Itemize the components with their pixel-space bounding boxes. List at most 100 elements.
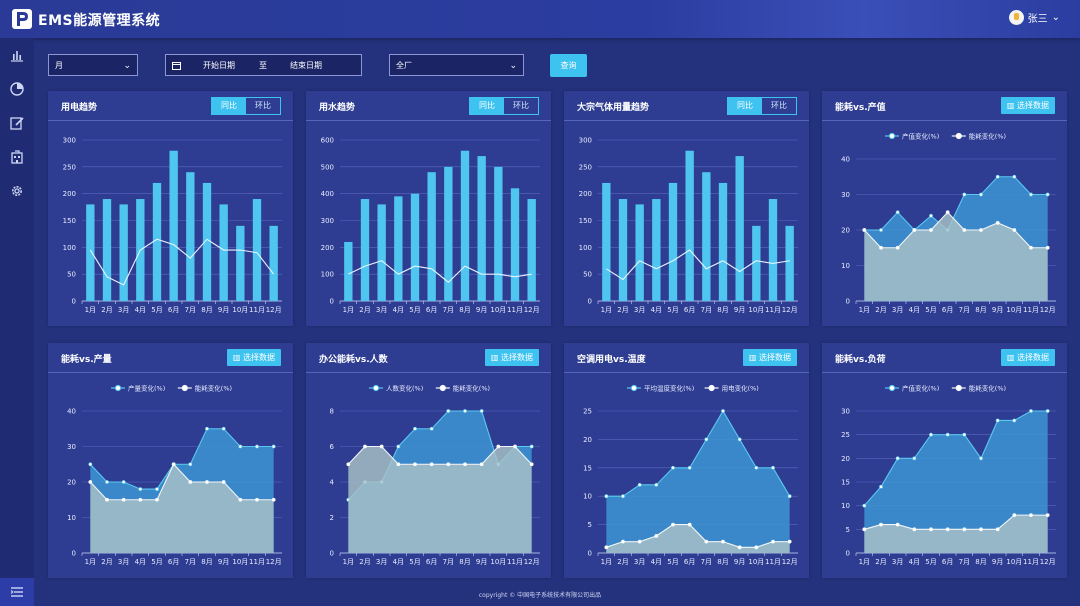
x-tick-label: 9月 (734, 558, 745, 566)
menu-collapse-icon (10, 587, 23, 597)
start-date-input[interactable]: 开始日期 (203, 61, 235, 70)
mom-tab[interactable]: 环比 (771, 101, 787, 110)
select-data-button[interactable]: ▥ 选择数据 (1000, 97, 1055, 114)
select-data-button[interactable]: ▥ 选择数据 (226, 349, 281, 366)
x-tick-label: 9月 (476, 306, 487, 314)
series-line (606, 409, 791, 497)
x-tick-label: 6月 (168, 558, 179, 566)
y-tick-label: 50 (67, 271, 76, 279)
data-point (346, 462, 351, 467)
data-point (363, 444, 367, 449)
bar (444, 166, 453, 301)
y-tick-label: 5 (588, 521, 592, 529)
chart-panel-office-headcount: 办公能耗vs.人数 ▥ 选择数据 0 2 4 6 8 人数变化(%) 能耗变化(%) 1月 2月… (306, 343, 551, 578)
data-point (1029, 245, 1033, 250)
bar (102, 199, 112, 301)
x-tick-label: 8月 (459, 558, 470, 566)
y-tick-label: 0 (72, 298, 76, 306)
x-tick-label: 7月 (959, 558, 970, 566)
x-tick-label: 2月 (101, 558, 112, 566)
data-point (88, 462, 93, 467)
app-title: EMS能源管理系统 (38, 13, 161, 29)
sidebar-collapse-button[interactable] (0, 578, 34, 606)
x-tick-label: 9月 (734, 306, 745, 314)
y-tick-label: 20 (67, 479, 76, 487)
x-tick-label: 6月 (426, 306, 437, 314)
y-tick-label: 200 (579, 190, 592, 198)
data-point (1045, 409, 1050, 413)
series-line (863, 410, 1048, 507)
x-tick-label: 12月 (266, 558, 282, 566)
x-tick-label: 1月 (601, 558, 612, 566)
x-tick-label: 5月 (151, 558, 162, 566)
compare-toggle: 同比 环比 (469, 97, 539, 115)
data-point (704, 437, 709, 442)
data-point (637, 539, 642, 544)
bar (252, 199, 262, 301)
series-area (864, 411, 1048, 553)
building-icon[interactable] (9, 149, 25, 165)
bar (652, 199, 661, 301)
yoy-tab[interactable]: 同比 (212, 98, 246, 114)
x-tick-label: 5月 (409, 306, 420, 314)
data-point (1012, 513, 1017, 518)
scope-select[interactable]: 全厂 ⌄ (389, 54, 524, 76)
yoy-tab[interactable]: 同比 (728, 98, 762, 114)
x-tick-label: 2月 (359, 558, 370, 566)
data-point (396, 462, 401, 467)
y-tick-label: 300 (63, 137, 76, 145)
data-point (621, 494, 625, 499)
data-point (271, 497, 276, 502)
data-point (479, 462, 484, 467)
x-tick-label: 8月 (201, 558, 212, 566)
period-select[interactable]: 月 ⌄ (48, 54, 138, 76)
mom-tab[interactable]: 环比 (255, 101, 271, 110)
select-data-label: 选择数据 (1017, 101, 1049, 110)
bar (527, 199, 536, 301)
date-range-picker[interactable]: 开始日期 至 结束日期 (165, 54, 362, 76)
data-point (912, 456, 917, 461)
data-point (787, 539, 792, 544)
data-point (1029, 409, 1033, 413)
panel-title: 大宗气体用量趋势 (577, 103, 650, 113)
data-point (379, 444, 384, 449)
x-tick-label: 7月 (959, 306, 970, 314)
y-tick-label: 150 (63, 217, 76, 225)
edit-icon[interactable] (9, 115, 25, 131)
select-data-button[interactable]: ▥ 选择数据 (1000, 349, 1055, 366)
gear-icon[interactable] (9, 183, 25, 199)
data-point (429, 462, 434, 467)
series-line (89, 428, 274, 490)
x-tick-label: 9月 (992, 558, 1003, 566)
bar (394, 196, 403, 301)
data-point (221, 480, 226, 484)
x-tick-label: 10月 (232, 306, 248, 314)
compare-toggle: 同比 环比 (727, 97, 797, 115)
select-data-button[interactable]: ▥ 选择数据 (484, 349, 539, 366)
select-data-button[interactable]: ▥ 选择数据 (742, 349, 797, 366)
pie-chart-icon[interactable] (9, 81, 25, 97)
data-point (88, 480, 93, 484)
data-point (687, 465, 692, 470)
mom-tab[interactable]: 环比 (513, 101, 529, 110)
x-tick-label: 1月 (85, 306, 96, 314)
user-menu[interactable]: 张三 ⌄ (1008, 10, 1060, 25)
data-point (945, 432, 950, 437)
yoy-tab[interactable]: 同比 (470, 98, 504, 114)
bar-chart-icon[interactable] (9, 47, 25, 63)
select-data-label: 选择数据 (1017, 353, 1049, 362)
data-point (1045, 192, 1050, 197)
query-button[interactable]: 查询 (550, 54, 587, 77)
x-tick-label: 11月 (249, 306, 265, 314)
x-tick-label: 6月 (942, 558, 953, 566)
bar (494, 166, 503, 301)
data-point (862, 503, 867, 508)
data-point (962, 527, 967, 532)
y-tick-label: 25 (841, 431, 850, 439)
x-tick-label: 2月 (617, 306, 628, 314)
end-date-input[interactable]: 结束日期 (290, 61, 322, 70)
select-data-label: 选择数据 (501, 353, 533, 362)
chart-panel-water: 用水趋势 同比 环比 0 100 200 300 400 500 600 1月 2月 3月 4月 5月… (306, 91, 551, 326)
data-point (945, 210, 950, 215)
